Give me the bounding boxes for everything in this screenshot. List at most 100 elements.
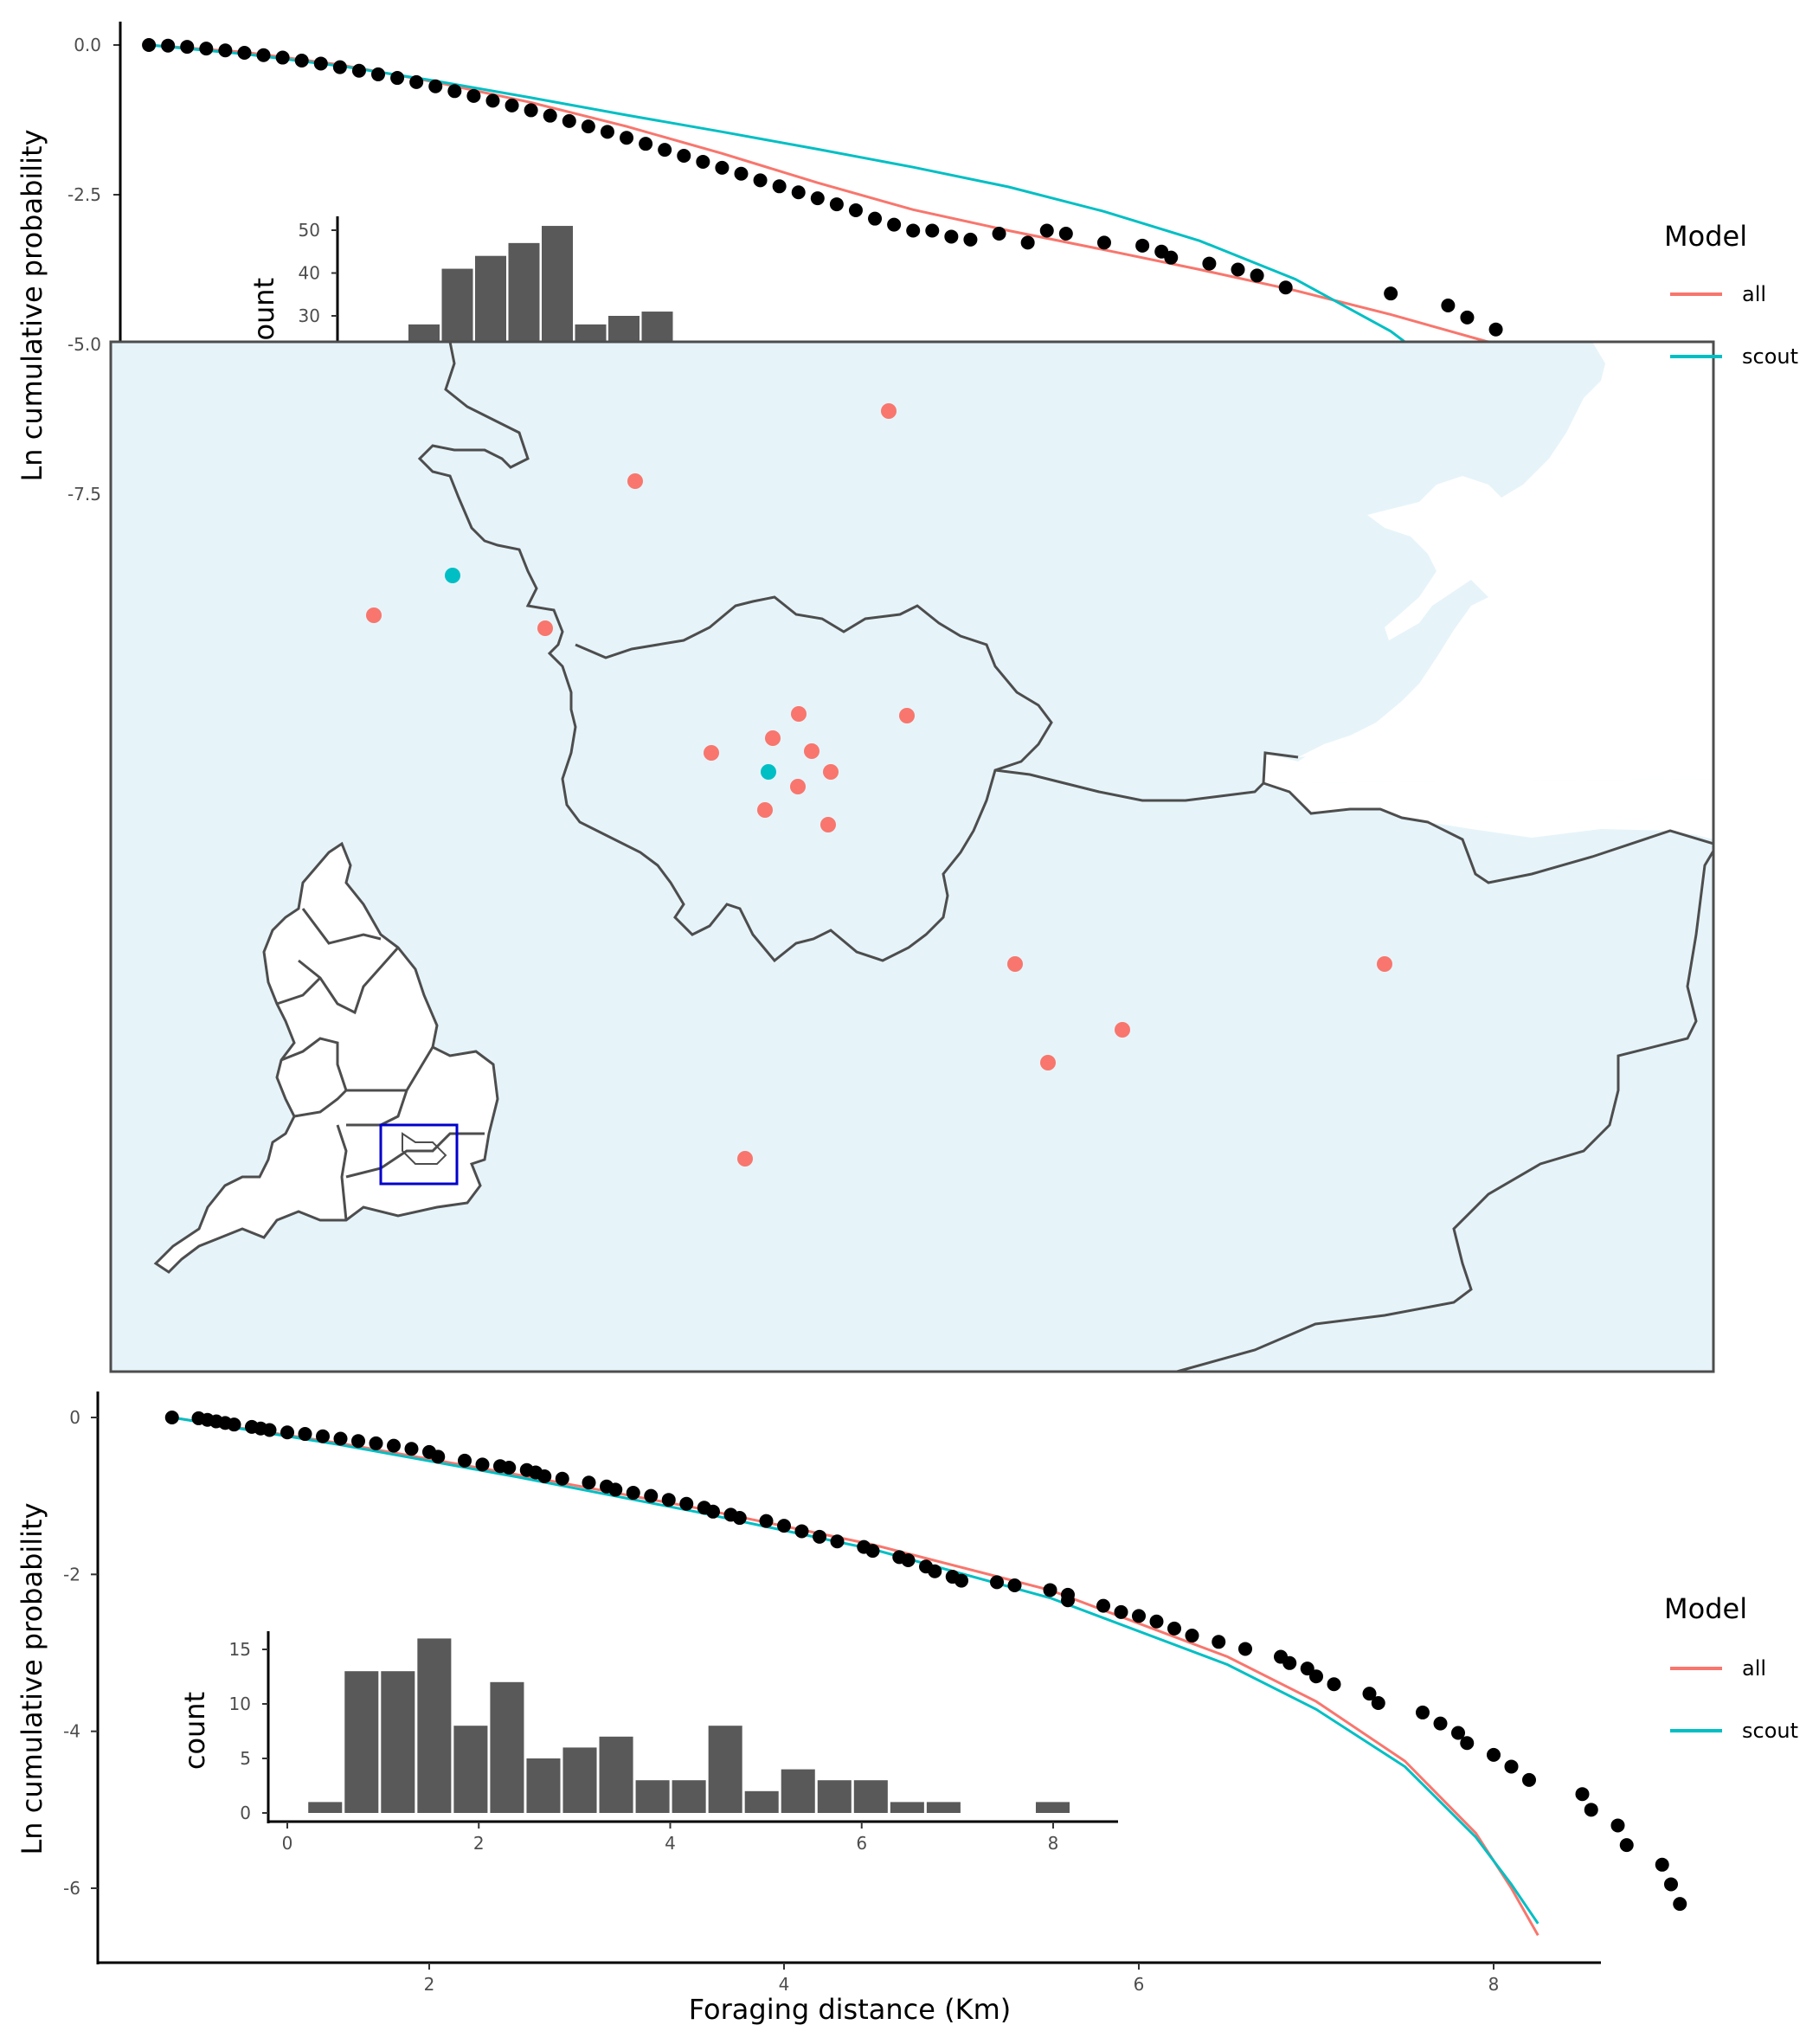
site-all — [820, 817, 836, 832]
bottom-point — [1309, 1669, 1323, 1684]
top-y-tick-label: -7.5 — [67, 484, 101, 505]
bottom-point — [954, 1573, 968, 1588]
top-point — [313, 56, 328, 71]
bottom-inset-x-tick-label: 4 — [665, 1833, 676, 1854]
london-outline — [402, 1132, 447, 1165]
bottom-point — [1096, 1598, 1110, 1613]
bottom-line-scout — [171, 1416, 1539, 1925]
top-point — [180, 40, 195, 55]
bottom-inset-bar — [744, 1790, 779, 1813]
top-point — [677, 149, 691, 164]
bottom-point — [164, 1411, 179, 1424]
bottom-y-ticks: 0 -2 -4 -6 — [63, 1407, 98, 1899]
bottom-point — [777, 1519, 791, 1533]
bottom-inset-bars — [308, 1638, 1070, 1813]
bottom-point — [1327, 1677, 1341, 1692]
site-all — [899, 708, 915, 723]
bottom-inset-y-title: count — [178, 1692, 211, 1770]
top-point — [620, 131, 634, 145]
bottom-point — [1655, 1857, 1669, 1872]
bottom-point — [1487, 1747, 1501, 1762]
map-sites — [366, 403, 1392, 1167]
bottom-inset-bar — [453, 1726, 488, 1813]
bottom-inset-y-ticks: 0 5 10 15 — [229, 1639, 268, 1823]
legend-bottom-label-all: all — [1742, 1656, 1766, 1681]
top-point — [791, 185, 806, 200]
bottom-point — [1185, 1629, 1199, 1643]
site-all — [1007, 956, 1023, 972]
map-overlay — [109, 340, 1715, 1373]
bottom-inset-x-tick-label: 0 — [282, 1833, 293, 1854]
top-point — [639, 137, 653, 151]
top-point — [447, 84, 462, 99]
bottom-point — [1460, 1736, 1475, 1751]
legend-top-label-all: all — [1742, 282, 1766, 306]
bottom-point — [1043, 1583, 1057, 1597]
site-all — [1040, 1055, 1056, 1070]
bottom-point — [1433, 1716, 1448, 1731]
bottom-point — [333, 1431, 348, 1446]
top-point — [848, 202, 863, 217]
england-outline — [153, 841, 499, 1274]
bottom-inset-bar — [562, 1747, 597, 1813]
bottom-point — [794, 1524, 809, 1539]
site-scout — [761, 764, 776, 780]
top-point — [1278, 280, 1293, 295]
top-point — [466, 88, 481, 103]
legend-bottom-label-scout: scout — [1742, 1719, 1798, 1743]
top-point — [696, 154, 710, 169]
bottom-inset-bar — [526, 1758, 561, 1813]
top-point — [1058, 226, 1073, 241]
map-sea-region — [1263, 342, 1713, 783]
site-all — [881, 403, 897, 419]
bottom-point — [1007, 1578, 1022, 1593]
bottom-inset-bar — [672, 1780, 706, 1813]
top-line-all — [148, 43, 1545, 353]
bottom-inset-bar — [1035, 1802, 1070, 1813]
bottom-x-tick-label: 4 — [779, 1974, 790, 1995]
top-point — [237, 45, 252, 60]
site-all — [737, 1151, 753, 1167]
bottom-point — [1522, 1772, 1536, 1787]
map-estuary-upper — [1298, 712, 1471, 757]
bottom-inset-bar — [708, 1726, 742, 1813]
bottom-point — [458, 1453, 472, 1468]
study-area-box — [379, 1123, 459, 1186]
bottom-y-tick-label: -6 — [63, 1878, 80, 1899]
bottom-point — [537, 1469, 552, 1483]
top-point — [1135, 238, 1150, 253]
bottom-y-axis-title: Ln cumulative probability — [16, 1502, 48, 1854]
bottom-x-tick-label: 6 — [1134, 1974, 1145, 1995]
top-point — [887, 217, 902, 232]
bottom-point — [1167, 1621, 1181, 1636]
top-point — [142, 38, 157, 52]
map-river-line — [994, 751, 1299, 802]
bottom-point — [644, 1488, 659, 1503]
site-all — [1377, 956, 1392, 972]
bottom-inset-x-tick-label: 8 — [1048, 1833, 1059, 1854]
bottom-inset-bar — [381, 1671, 415, 1813]
top-y-tick-label: 0.0 — [74, 35, 101, 55]
legend-bottom: Model all scout — [1664, 1592, 1798, 1743]
top-point — [1460, 310, 1475, 325]
bottom-point — [661, 1493, 676, 1507]
top-point — [351, 63, 366, 78]
top-point — [944, 229, 959, 244]
bottom-point — [387, 1438, 401, 1453]
site-all — [627, 473, 643, 489]
bottom-inset-bar — [417, 1638, 452, 1813]
bottom-point — [1619, 1838, 1634, 1853]
top-y-tick-label: -2.5 — [67, 184, 101, 205]
bottom-inset-bar — [635, 1780, 670, 1813]
top-y-axis-title: Ln cumulative probability — [16, 129, 48, 481]
top-point — [1488, 322, 1503, 337]
bottom-inset-histogram: 0 5 10 15 0 2 4 6 8 count — [178, 1631, 1118, 1854]
top-point — [1231, 262, 1245, 277]
top-point — [963, 232, 978, 247]
top-point — [275, 50, 290, 65]
top-inset-y-tick-label: 50 — [299, 220, 320, 241]
bottom-point — [475, 1457, 490, 1472]
legend-bottom-title: Model — [1664, 1592, 1747, 1625]
bottom-panel: 0 -2 -4 -6 2 4 6 8 Ln cumulative probability F… — [16, 1392, 1687, 2026]
